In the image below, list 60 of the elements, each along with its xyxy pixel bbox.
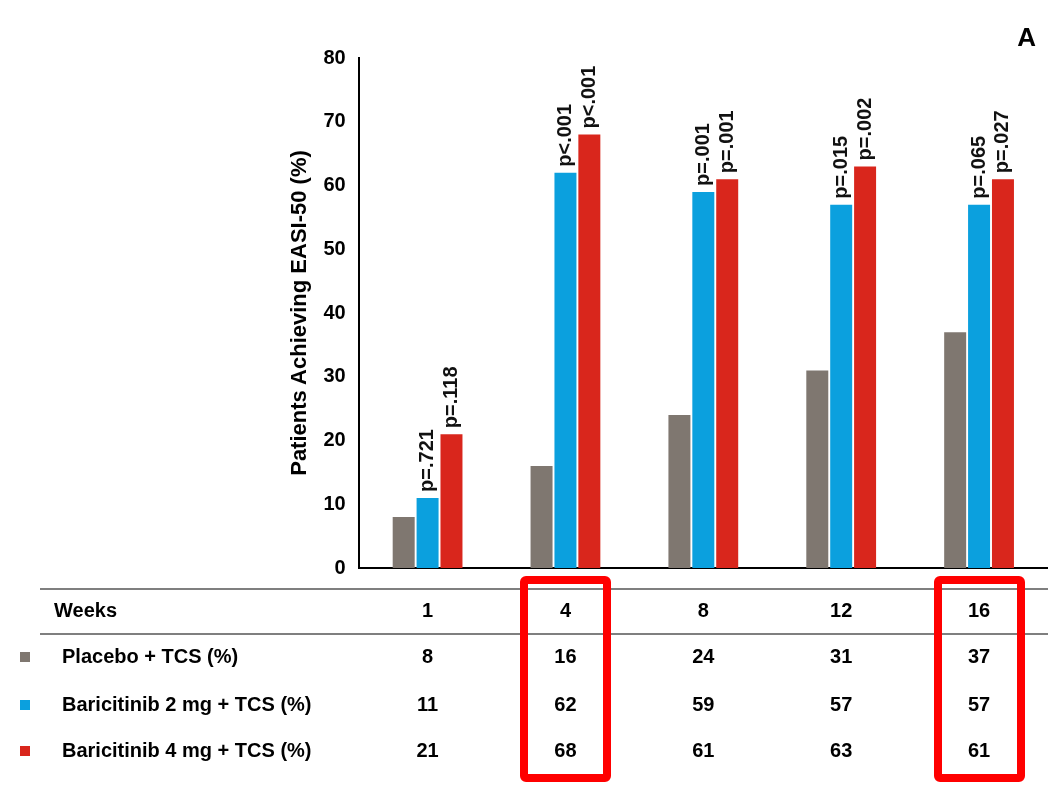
bar — [968, 204, 991, 568]
legend-label: Baricitinib 2 mg + TCS (%) — [62, 692, 312, 715]
bar — [830, 204, 853, 568]
data-label: 68 — [554, 738, 577, 761]
y-tick-label: 30 — [323, 364, 346, 387]
data-label: 8 — [422, 644, 434, 667]
bar — [692, 191, 715, 568]
annotation: p=.027 — [990, 110, 1013, 174]
y-tick-label: 80 — [323, 45, 346, 68]
data-label: 21 — [416, 738, 439, 761]
data-label: 61 — [692, 738, 715, 761]
annotation: p=.015 — [828, 135, 851, 199]
annotation: p<.001 — [576, 65, 599, 129]
annotation: p=.118 — [438, 366, 461, 429]
y-tick-label: 20 — [323, 428, 346, 451]
legend-label: Placebo + TCS (%) — [62, 644, 239, 667]
y-tick-label: 40 — [323, 300, 346, 323]
y-tick-label: 0 — [334, 555, 346, 578]
y-tick-label: 50 — [323, 236, 346, 259]
y-tick-label: 70 — [323, 109, 346, 132]
data-label: 59 — [692, 692, 715, 715]
data-label: 62 — [554, 692, 577, 715]
data-label: 57 — [830, 692, 853, 715]
bar — [806, 370, 829, 568]
bar — [554, 172, 577, 568]
bar — [991, 179, 1014, 568]
bar — [416, 497, 439, 568]
data-label: 11 — [417, 692, 439, 715]
bar — [578, 134, 601, 568]
x-tick-label: 12 — [830, 598, 853, 621]
text: A — [1017, 22, 1037, 53]
legend-label: Baricitinib 4 mg + TCS (%) — [62, 738, 312, 761]
data-label: 37 — [967, 644, 991, 667]
annotation: p=.002 — [852, 97, 875, 161]
bar — [668, 415, 691, 568]
data-label: 61 — [967, 738, 991, 761]
x-tick-label: 4 — [559, 598, 572, 621]
bar — [716, 179, 739, 568]
y-tick-label: 10 — [323, 491, 346, 514]
data-label: 57 — [967, 692, 991, 715]
text: Weeks — [54, 598, 118, 621]
y-axis-title: Patients Achieving EASI-50 (%) — [286, 150, 312, 476]
bar — [944, 332, 967, 568]
bar — [854, 166, 877, 568]
data-label: 24 — [692, 644, 716, 667]
annotation: p=.065 — [966, 135, 989, 199]
annotation: p=.001 — [690, 123, 713, 186]
annotation: p=.001 — [714, 110, 737, 174]
bar — [530, 466, 553, 568]
y-tick-label: 60 — [323, 173, 346, 196]
x-tick-label: 16 — [967, 598, 991, 621]
bar — [440, 434, 463, 568]
annotation: p=.721 — [415, 429, 438, 492]
data-label: 16 — [554, 644, 577, 667]
bar — [392, 517, 415, 568]
data-label: 31 — [830, 644, 853, 667]
annotation: p<.001 — [552, 103, 575, 167]
x-tick-label: 8 — [697, 598, 709, 621]
data-label: 63 — [830, 738, 853, 761]
x-tick-label: 1 — [422, 598, 434, 621]
